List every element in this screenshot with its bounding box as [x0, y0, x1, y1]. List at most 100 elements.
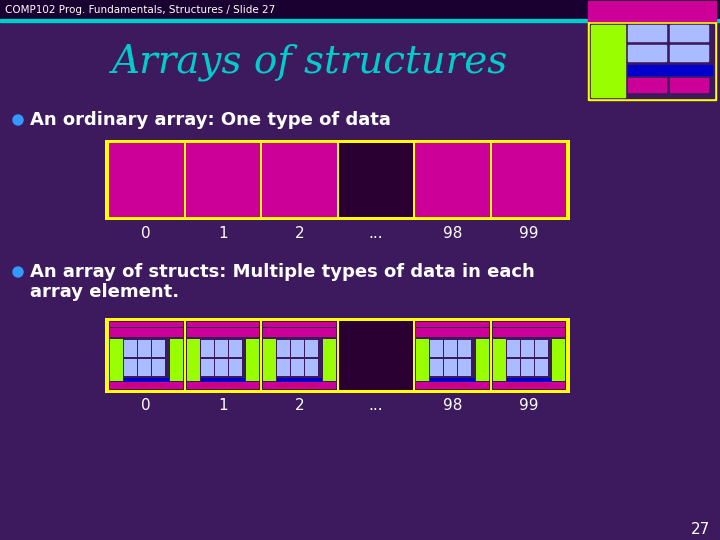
- Bar: [186, 322, 259, 327]
- Bar: [444, 359, 457, 376]
- Text: An array of structs: Multiple types of data in each: An array of structs: Multiple types of d…: [30, 263, 535, 281]
- Bar: [124, 359, 137, 376]
- Bar: [263, 322, 336, 327]
- Bar: [186, 382, 259, 389]
- Bar: [475, 339, 488, 381]
- Bar: [263, 382, 336, 389]
- Bar: [415, 321, 490, 390]
- Bar: [105, 140, 570, 220]
- Bar: [200, 383, 212, 387]
- Bar: [338, 143, 413, 217]
- Bar: [0, 19, 720, 22]
- Bar: [588, 1, 716, 21]
- Bar: [521, 340, 534, 357]
- Text: 0: 0: [141, 226, 151, 240]
- Bar: [416, 328, 488, 337]
- Text: 98: 98: [443, 399, 462, 414]
- Text: An ordinary array: One type of data: An ordinary array: One type of data: [30, 111, 391, 129]
- Text: 2: 2: [294, 399, 304, 414]
- Bar: [186, 143, 260, 217]
- Bar: [305, 340, 318, 357]
- Bar: [492, 328, 565, 337]
- Bar: [415, 143, 490, 217]
- Bar: [200, 359, 214, 376]
- Bar: [430, 359, 443, 376]
- Text: ...: ...: [369, 226, 383, 240]
- Bar: [444, 340, 457, 357]
- Bar: [124, 383, 136, 387]
- Text: 0: 0: [141, 399, 151, 414]
- Bar: [186, 328, 259, 337]
- Bar: [109, 321, 184, 390]
- Bar: [534, 383, 546, 387]
- Bar: [552, 339, 565, 381]
- Bar: [628, 45, 666, 61]
- Bar: [670, 78, 708, 92]
- Bar: [109, 143, 184, 217]
- Bar: [246, 339, 259, 381]
- Bar: [591, 25, 625, 97]
- Bar: [430, 340, 443, 357]
- Bar: [506, 359, 520, 376]
- Bar: [200, 378, 245, 382]
- Bar: [458, 383, 470, 387]
- Bar: [492, 382, 565, 389]
- Text: Arrays of structures: Arrays of structures: [112, 43, 508, 81]
- Text: 1: 1: [218, 226, 228, 240]
- Circle shape: [13, 115, 23, 125]
- Bar: [0, 0, 720, 20]
- Bar: [534, 359, 547, 376]
- Bar: [628, 65, 712, 75]
- Bar: [588, 22, 716, 100]
- Bar: [492, 339, 505, 381]
- Bar: [169, 339, 182, 381]
- Bar: [506, 378, 551, 382]
- Bar: [291, 383, 303, 387]
- Bar: [323, 339, 336, 381]
- Bar: [521, 359, 534, 376]
- Bar: [521, 383, 533, 387]
- Bar: [291, 340, 304, 357]
- Bar: [534, 340, 547, 357]
- Bar: [110, 328, 182, 337]
- Bar: [228, 359, 241, 376]
- Bar: [138, 340, 151, 357]
- Bar: [200, 340, 214, 357]
- Text: 99: 99: [519, 399, 539, 414]
- Text: 2: 2: [294, 226, 304, 240]
- Circle shape: [13, 267, 23, 277]
- Bar: [262, 321, 336, 390]
- Bar: [338, 321, 413, 390]
- Bar: [215, 340, 228, 357]
- Text: 98: 98: [443, 226, 462, 240]
- Bar: [152, 359, 165, 376]
- Bar: [670, 25, 708, 41]
- Bar: [416, 382, 488, 389]
- Bar: [262, 143, 336, 217]
- Bar: [430, 378, 474, 382]
- Text: 1: 1: [218, 399, 228, 414]
- Bar: [277, 340, 290, 357]
- Bar: [105, 318, 570, 393]
- Bar: [291, 359, 304, 376]
- Bar: [110, 382, 182, 389]
- Bar: [430, 383, 442, 387]
- Bar: [138, 383, 150, 387]
- Bar: [277, 359, 290, 376]
- Text: 27: 27: [690, 523, 710, 537]
- Bar: [506, 340, 520, 357]
- Bar: [124, 378, 168, 382]
- Bar: [277, 383, 289, 387]
- Bar: [263, 339, 276, 381]
- Bar: [110, 322, 182, 327]
- Bar: [305, 383, 317, 387]
- Bar: [492, 143, 566, 217]
- Bar: [444, 383, 456, 387]
- Text: array element.: array element.: [30, 283, 179, 301]
- Bar: [506, 383, 518, 387]
- Bar: [492, 321, 566, 390]
- Bar: [628, 78, 666, 92]
- Text: 99: 99: [519, 226, 539, 240]
- Bar: [416, 322, 488, 327]
- Bar: [152, 383, 164, 387]
